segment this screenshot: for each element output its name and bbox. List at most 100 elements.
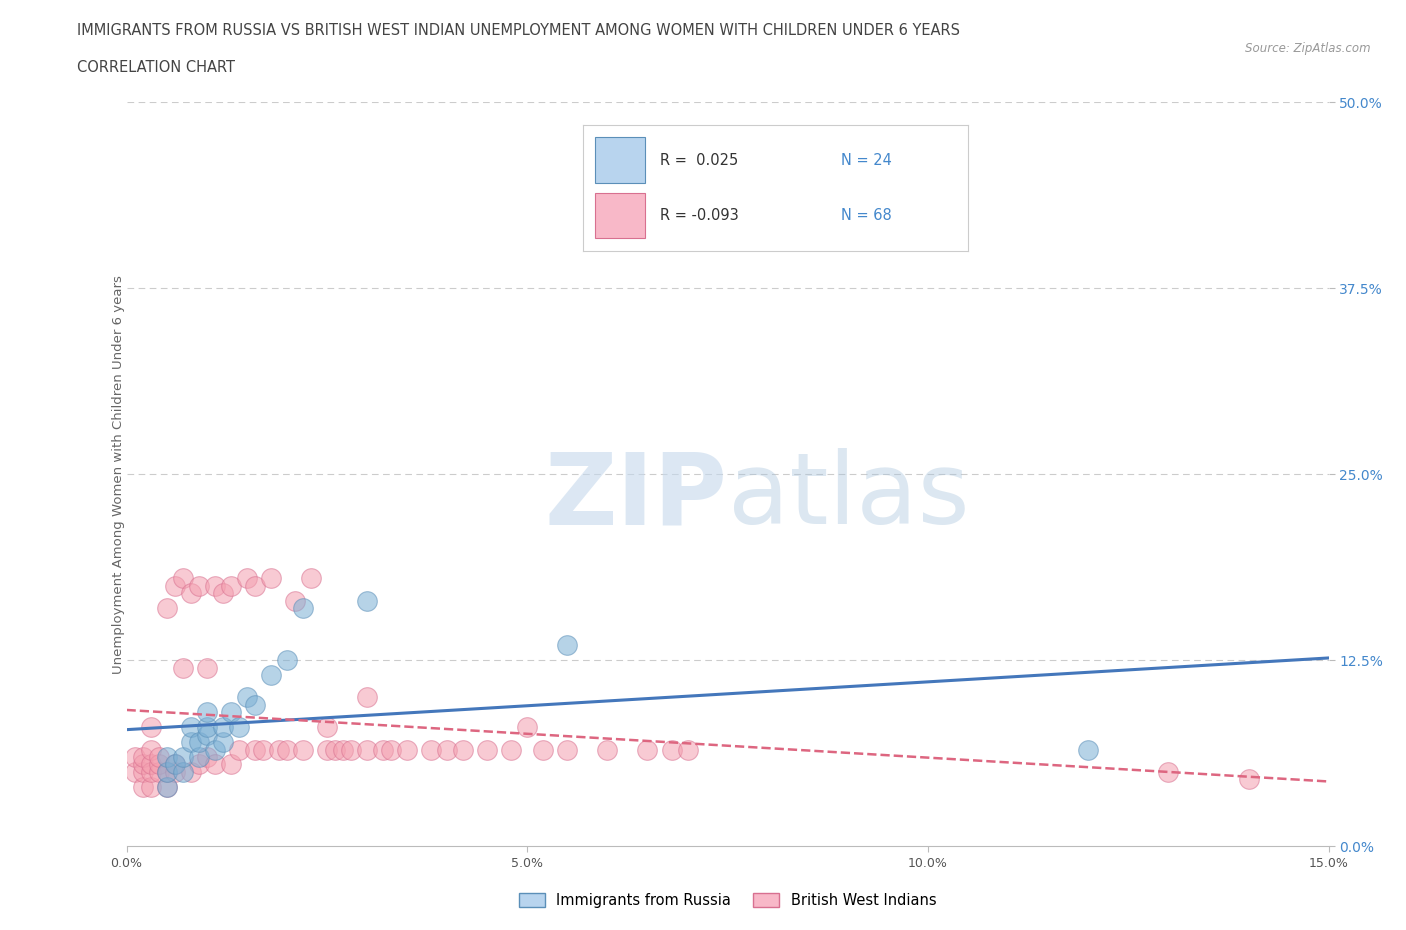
Point (148, 764, 170, 779)
Point (267, 742, 290, 757)
Point (315, 742, 337, 757)
Point (204, 742, 226, 757)
Point (155, 764, 177, 779)
Point (163, 757, 186, 772)
Point (187, 578, 209, 593)
Point (340, 742, 363, 757)
Point (1237, 772, 1260, 787)
Point (516, 720, 538, 735)
Point (124, 750, 146, 764)
Point (211, 735, 233, 750)
Point (163, 578, 186, 593)
Point (260, 571, 283, 586)
Point (163, 757, 186, 772)
Point (155, 779, 177, 794)
Point (148, 750, 170, 764)
Point (291, 601, 314, 616)
Point (187, 757, 209, 772)
Point (276, 653, 298, 668)
Text: Source: ZipAtlas.com: Source: ZipAtlas.com (1246, 42, 1371, 55)
Point (1157, 764, 1180, 779)
Point (180, 764, 202, 779)
Point (396, 742, 419, 757)
Point (172, 750, 194, 764)
Point (204, 578, 226, 593)
Point (155, 764, 177, 779)
Point (180, 586, 202, 601)
Point (1077, 742, 1099, 757)
Point (172, 660, 194, 675)
Point (436, 742, 458, 757)
Point (356, 593, 378, 608)
Point (531, 742, 554, 757)
Point (276, 742, 298, 757)
Point (252, 742, 274, 757)
Point (676, 742, 699, 757)
Point (139, 757, 162, 772)
Point (155, 779, 177, 794)
Point (260, 668, 283, 683)
Point (172, 764, 194, 779)
Point (131, 764, 153, 779)
Point (299, 571, 322, 586)
Point (204, 757, 226, 772)
Point (187, 735, 209, 750)
Point (420, 742, 443, 757)
Point (636, 742, 658, 757)
Point (139, 742, 162, 757)
Point (315, 720, 337, 735)
Point (187, 750, 209, 764)
Point (211, 586, 233, 601)
Point (131, 757, 153, 772)
Point (139, 779, 162, 794)
Point (557, 638, 579, 653)
Point (180, 720, 202, 735)
Point (219, 757, 242, 772)
Point (124, 764, 146, 779)
Point (596, 742, 619, 757)
Point (243, 742, 266, 757)
Text: CORRELATION CHART: CORRELATION CHART (77, 60, 235, 75)
Point (195, 705, 218, 720)
Point (219, 705, 242, 720)
Point (211, 720, 233, 735)
Point (323, 742, 346, 757)
Point (172, 571, 194, 586)
Point (131, 779, 153, 794)
Point (228, 742, 250, 757)
Point (219, 578, 242, 593)
Point (356, 690, 378, 705)
Point (243, 578, 266, 593)
Point (557, 742, 579, 757)
Point (235, 690, 259, 705)
Point (195, 720, 218, 735)
Point (284, 593, 307, 608)
Point (380, 742, 402, 757)
Text: ZIP: ZIP (544, 448, 728, 545)
Point (155, 601, 177, 616)
Point (332, 742, 354, 757)
Point (661, 742, 683, 757)
Point (139, 720, 162, 735)
Point (475, 742, 498, 757)
Point (291, 742, 314, 757)
Point (356, 742, 378, 757)
Point (195, 660, 218, 675)
Text: atlas: atlas (728, 448, 969, 545)
Point (501, 742, 523, 757)
Text: IMMIGRANTS FROM RUSSIA VS BRITISH WEST INDIAN UNEMPLOYMENT AMONG WOMEN WITH CHIL: IMMIGRANTS FROM RUSSIA VS BRITISH WEST I… (77, 23, 960, 38)
Point (195, 727, 218, 742)
Point (180, 735, 202, 750)
Legend: Immigrants from Russia, British West Indians: Immigrants from Russia, British West Ind… (513, 886, 942, 913)
Point (228, 720, 250, 735)
Point (235, 571, 259, 586)
Point (163, 764, 186, 779)
Point (451, 742, 474, 757)
Point (195, 750, 218, 764)
Point (131, 750, 153, 764)
Point (139, 764, 162, 779)
Y-axis label: Unemployment Among Women with Children Under 6 years: Unemployment Among Women with Children U… (111, 275, 125, 673)
Point (148, 757, 170, 772)
Point (155, 750, 177, 764)
Point (371, 742, 394, 757)
